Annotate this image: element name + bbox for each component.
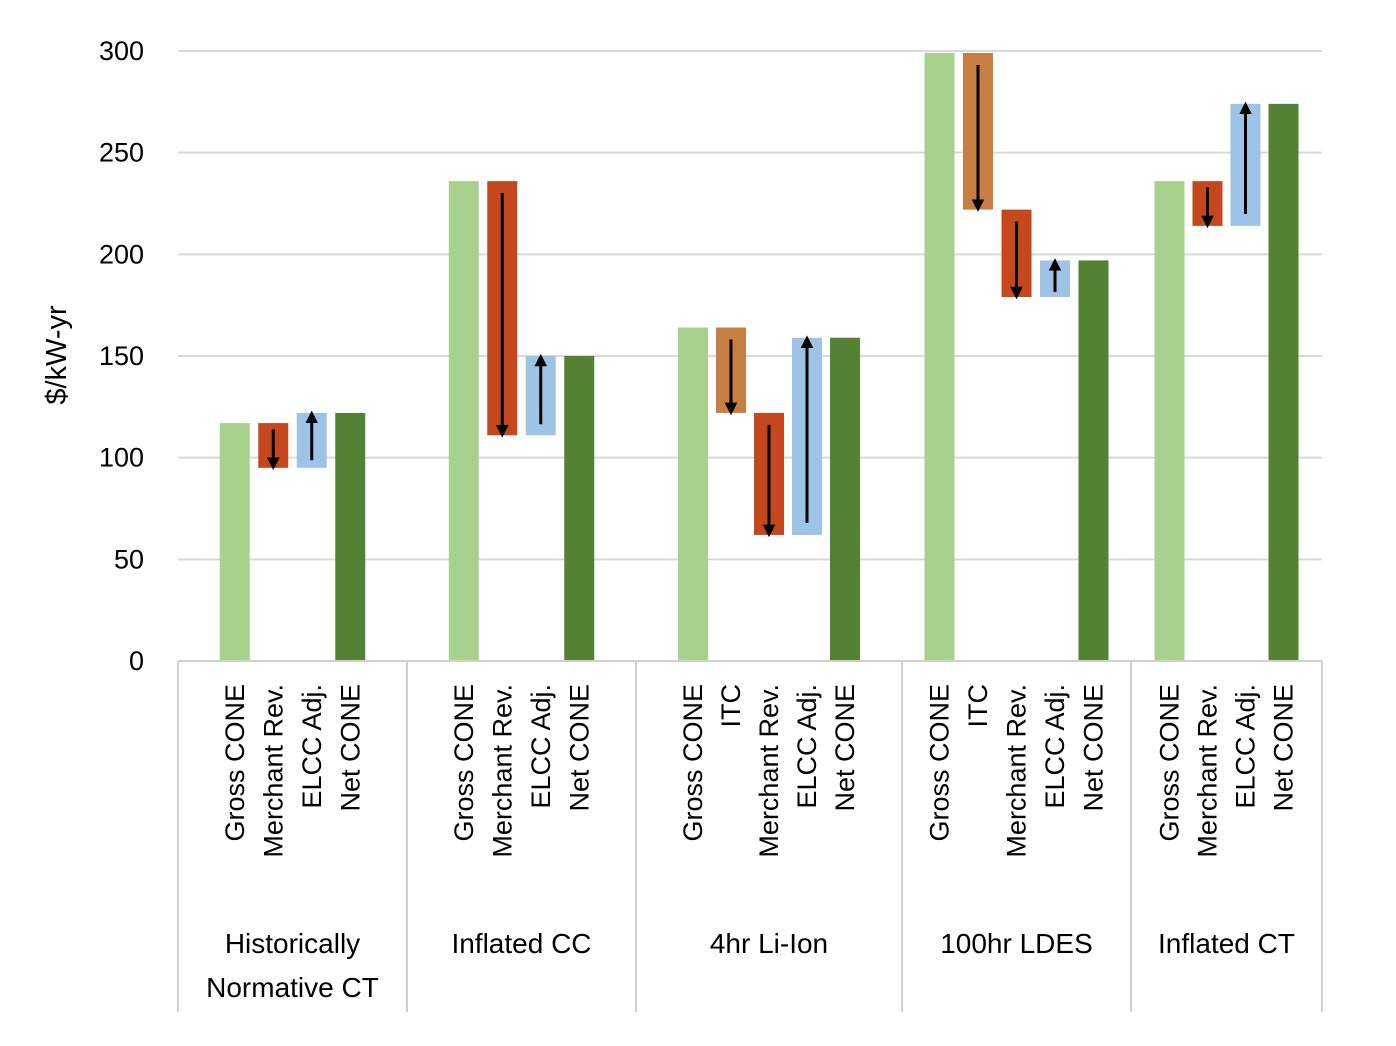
y-tick-label: 300 (99, 36, 144, 66)
gridlines (178, 50, 1322, 561)
x-category-label: Gross CONE (1155, 684, 1185, 842)
group-label: 4hr Li-Ion (710, 928, 828, 959)
bar-net (830, 337, 860, 661)
x-category-label: Gross CONE (678, 684, 708, 842)
y-tick-label: 150 (99, 341, 144, 371)
bar-net (335, 412, 366, 661)
bar-net (1268, 103, 1299, 661)
x-axis (177, 660, 1323, 1012)
x-category-label: ELCC Adj. (526, 684, 556, 809)
x-category-label: Net CONE (830, 684, 860, 812)
bar-gross (924, 53, 955, 662)
x-category-label: ELCC Adj. (792, 684, 822, 809)
bar-net (564, 356, 595, 661)
x-category-label: Net CONE (335, 684, 365, 812)
group-label: Inflated CT (1158, 928, 1295, 959)
group-label: Normative CT (206, 972, 379, 1003)
x-category-label: Gross CONE (449, 684, 479, 842)
y-axis-label: $/kW-yr (41, 305, 73, 405)
change-arrows (266, 65, 1252, 538)
bars (219, 53, 1299, 662)
x-category-label: ELCC Adj. (297, 684, 327, 809)
x-category-label: Merchant Rev. (258, 684, 288, 858)
y-tick-label: 0 (129, 646, 144, 676)
x-category-label: Net CONE (1079, 684, 1109, 812)
y-axis-ticks: 0 50 100 150 200 250 300 (99, 36, 144, 676)
bar-net (1078, 260, 1109, 661)
x-category-label: Merchant Rev. (1002, 684, 1032, 858)
group-label: 100hr LDES (940, 928, 1093, 959)
x-category-label: Gross CONE (925, 684, 955, 842)
x-category-label: ELCC Adj. (1231, 684, 1261, 809)
x-category-label: ITC (963, 684, 993, 728)
category-labels: Gross CONE Merchant Rev. ELCC Adj. Net CONE… (206, 684, 1298, 1003)
x-category-label: ITC (716, 684, 746, 728)
bar-gross (678, 327, 708, 661)
x-category-label: Merchant Rev. (754, 684, 784, 858)
y-tick-label: 250 (99, 138, 144, 168)
y-tick-label: 100 (99, 443, 144, 473)
group-label: Inflated CC (451, 928, 591, 959)
x-category-label: ELCC Adj. (1040, 684, 1070, 809)
group-label: Historically (225, 928, 360, 959)
x-category-label: Merchant Rev. (487, 684, 517, 858)
x-category-label: Net CONE (1269, 684, 1299, 812)
y-tick-label: 200 (99, 239, 144, 269)
y-tick-label: 50 (114, 544, 144, 574)
x-category-label: Gross CONE (220, 684, 250, 842)
x-category-label: Merchant Rev. (1193, 684, 1223, 858)
bar-gross (219, 423, 250, 661)
bar-gross (1154, 181, 1185, 661)
bar-gross (448, 181, 479, 661)
x-category-label: Net CONE (564, 684, 594, 812)
